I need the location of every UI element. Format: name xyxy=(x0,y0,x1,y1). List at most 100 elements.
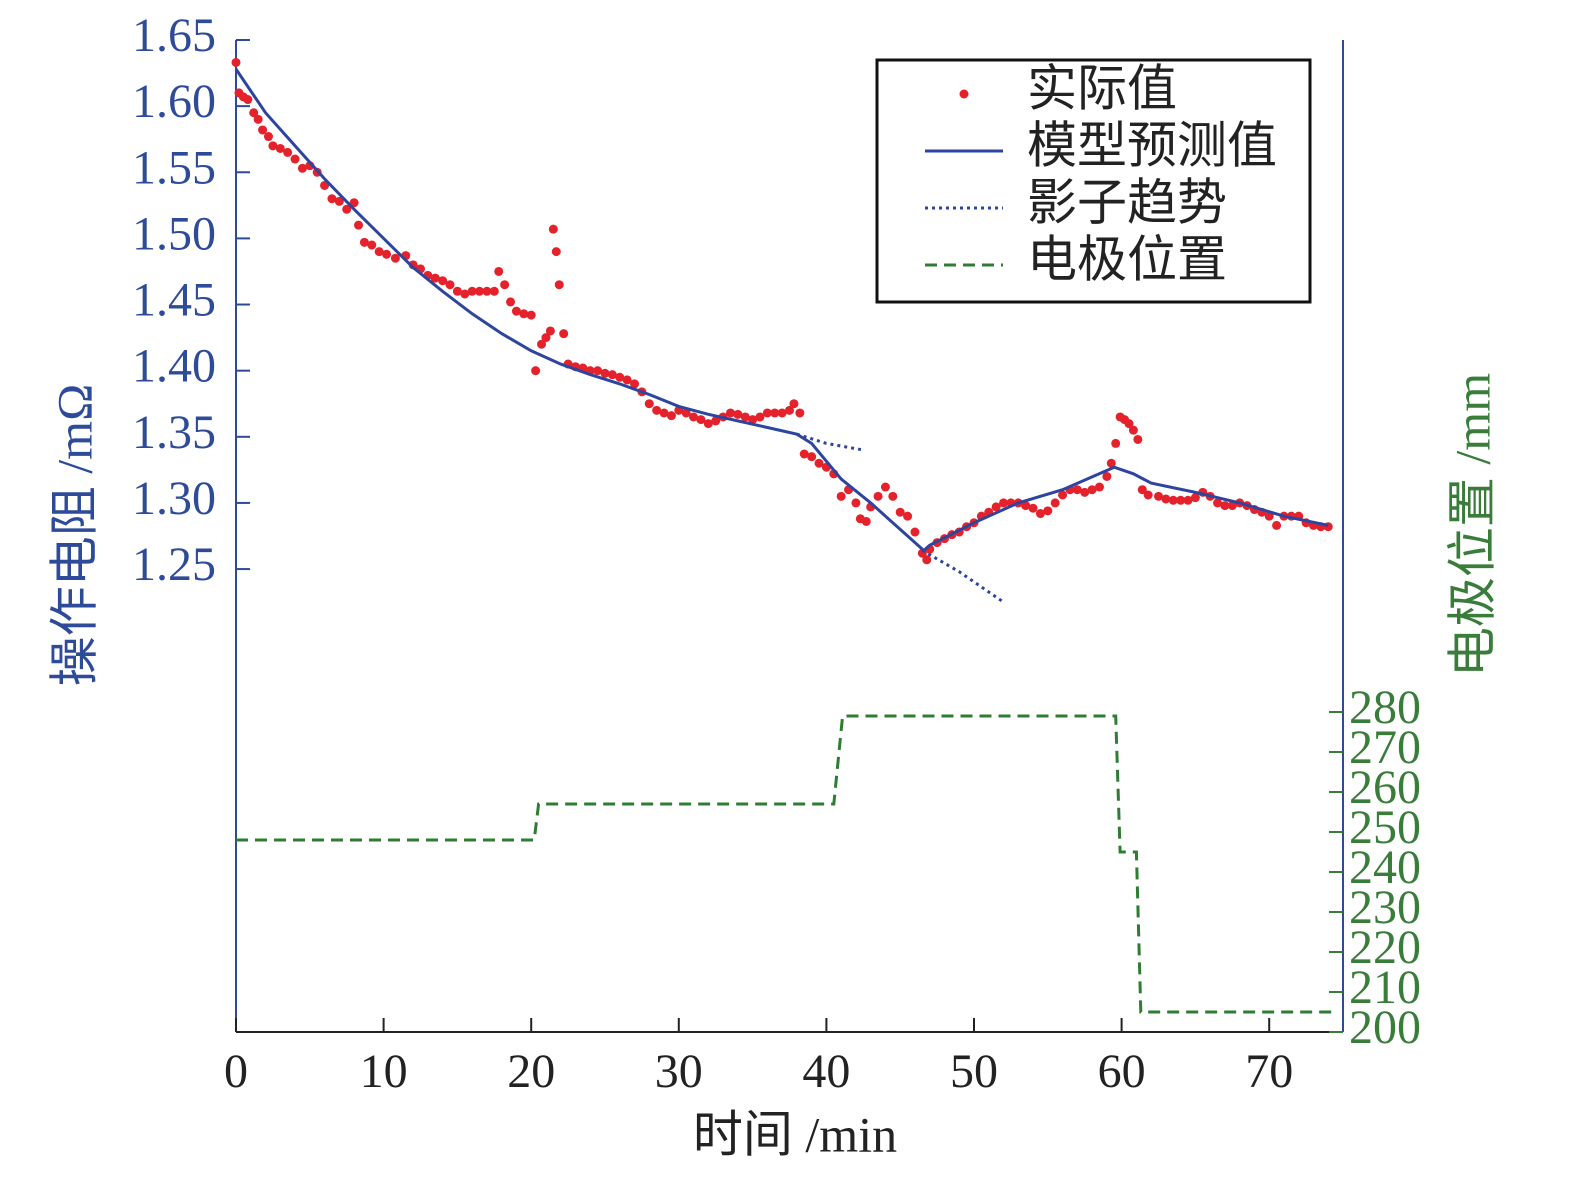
data-point xyxy=(711,416,721,426)
data-point xyxy=(903,511,913,521)
data-point xyxy=(1080,487,1090,497)
data-point xyxy=(390,253,400,263)
dotted-line xyxy=(796,432,1005,604)
data-point xyxy=(814,458,824,468)
x-tick-label: 50 xyxy=(950,1045,998,1098)
data-point xyxy=(851,498,861,508)
data-point xyxy=(755,412,765,422)
data-point xyxy=(910,527,920,537)
data-point xyxy=(342,204,352,214)
data-point xyxy=(836,491,846,501)
data-point xyxy=(482,286,492,296)
data-point xyxy=(283,147,293,157)
data-point xyxy=(506,297,516,307)
data-point xyxy=(1050,498,1060,508)
data-point xyxy=(861,516,871,526)
data-point xyxy=(359,237,369,247)
y2-tick-label: 240 xyxy=(1349,841,1421,894)
solid-line xyxy=(234,68,1329,553)
data-point xyxy=(1124,419,1134,429)
data-point xyxy=(1213,498,1223,508)
data-point xyxy=(1227,501,1237,511)
y2-tick-label: 250 xyxy=(1349,801,1421,854)
data-point xyxy=(762,408,772,418)
y-axis-label: 操作电阻 /mΩ xyxy=(46,384,102,686)
y-tick-label: 1.45 xyxy=(132,274,216,327)
data-point xyxy=(545,326,555,336)
data-point xyxy=(795,408,805,418)
data-point xyxy=(593,366,603,376)
data-point xyxy=(537,339,547,349)
data-point xyxy=(526,310,536,320)
data-point xyxy=(263,132,273,142)
data-point xyxy=(1111,438,1121,448)
x-tick-label: 60 xyxy=(1098,1045,1146,1098)
y2-tick-label: 200 xyxy=(1349,1001,1421,1054)
data-point xyxy=(748,415,758,425)
data-point xyxy=(494,266,504,276)
data-point xyxy=(1087,485,1097,495)
data-point xyxy=(554,280,564,290)
data-point xyxy=(1154,491,1163,501)
data-point xyxy=(652,405,662,415)
data-point xyxy=(548,224,558,234)
legend-label: 模型预测值 xyxy=(1027,117,1277,173)
data-point xyxy=(1183,495,1193,505)
y-tick-label: 1.65 xyxy=(132,9,216,62)
data-point xyxy=(1128,425,1138,435)
data-point xyxy=(445,280,455,290)
data-point xyxy=(297,163,307,173)
data-point xyxy=(666,411,676,421)
data-point xyxy=(231,57,241,67)
legend-label: 实际值 xyxy=(1027,60,1177,116)
x-axis-label: 时间 /min xyxy=(693,1106,897,1162)
data-point xyxy=(430,273,440,283)
data-point xyxy=(991,502,1001,512)
data-point xyxy=(615,372,625,382)
data-point xyxy=(1137,485,1147,495)
data-point xyxy=(354,220,364,230)
data-point xyxy=(1058,490,1068,500)
data-point xyxy=(1272,520,1282,530)
data-point xyxy=(622,375,632,385)
legend-marker xyxy=(959,89,969,99)
y2-tick-label: 230 xyxy=(1349,881,1421,934)
x-tick-label: 40 xyxy=(802,1045,850,1098)
y2-tick-label: 260 xyxy=(1349,761,1421,814)
data-point xyxy=(467,286,477,296)
data-point xyxy=(519,309,529,319)
data-point xyxy=(1190,493,1200,503)
data-point xyxy=(275,143,285,153)
y-tick-label: 1.40 xyxy=(132,340,216,393)
data-point xyxy=(789,399,799,409)
y2-tick-label: 270 xyxy=(1349,721,1421,774)
data-point xyxy=(644,399,654,409)
y2-tick-label: 210 xyxy=(1349,961,1421,1014)
data-point xyxy=(1168,495,1178,505)
x-tick-label: 70 xyxy=(1245,1045,1293,1098)
data-point xyxy=(551,247,561,257)
data-point xyxy=(541,333,551,343)
legend-box xyxy=(875,58,1312,304)
data-point xyxy=(1094,482,1104,492)
y-tick-label: 1.25 xyxy=(132,538,216,591)
data-point xyxy=(785,405,794,415)
x-tick-label: 30 xyxy=(655,1045,703,1098)
data-point xyxy=(382,249,392,259)
data-point xyxy=(733,409,743,419)
data-point xyxy=(460,289,470,299)
y-tick-label: 1.55 xyxy=(132,141,216,194)
data-point xyxy=(725,408,735,418)
data-point xyxy=(1035,509,1045,519)
data-point xyxy=(999,498,1009,508)
y-tick-label: 1.60 xyxy=(132,75,216,128)
legend-label: 影子趋势 xyxy=(1027,174,1227,230)
data-point xyxy=(367,240,377,250)
data-point xyxy=(777,408,787,418)
y-tick-label: 1.35 xyxy=(132,406,216,459)
data-point xyxy=(500,280,510,290)
data-point xyxy=(1220,501,1230,511)
data-point xyxy=(258,125,268,135)
data-point xyxy=(689,412,699,422)
